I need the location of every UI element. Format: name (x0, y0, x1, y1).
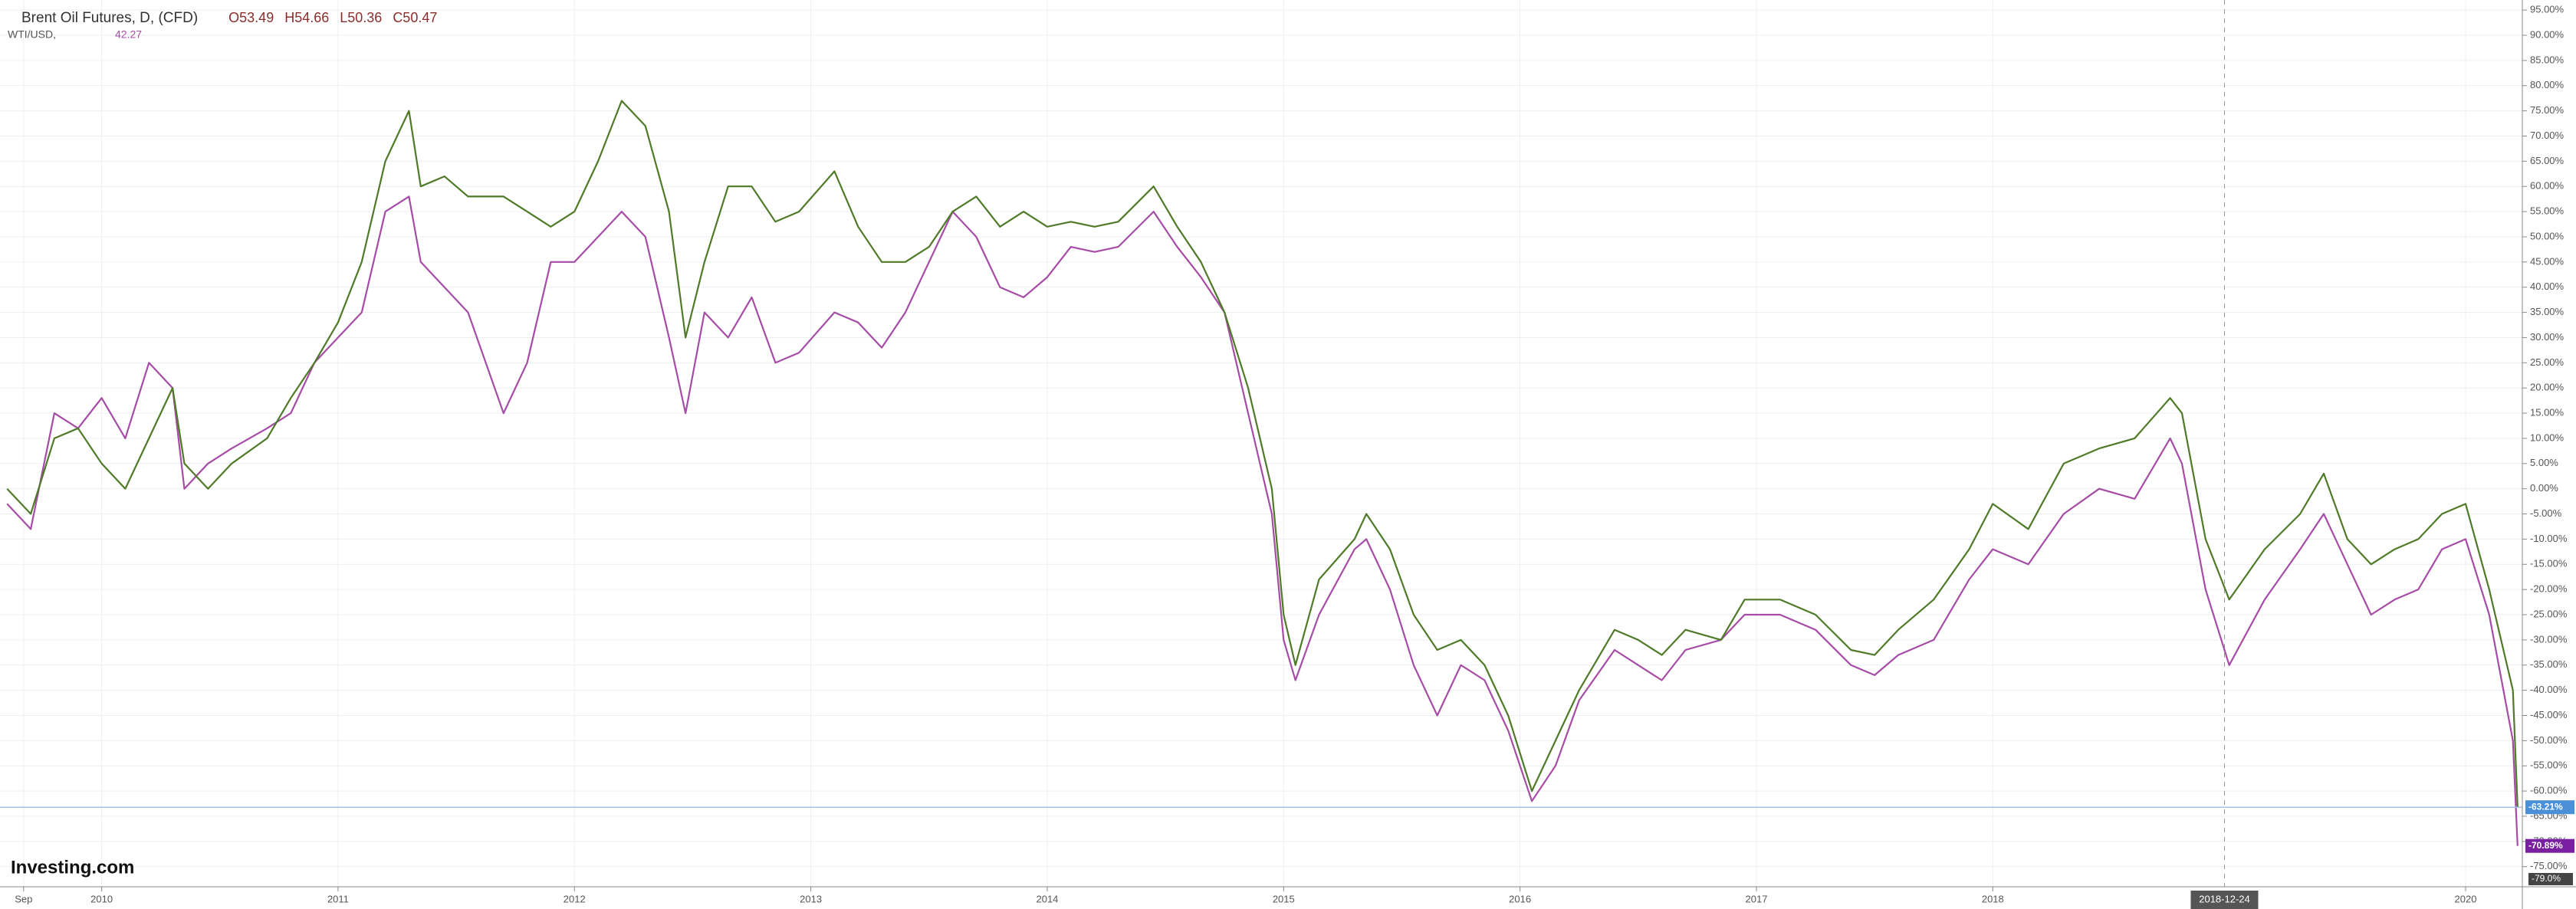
x-tick-label: 2013 (800, 893, 822, 904)
y-tick-label: -25.00% (2530, 608, 2568, 619)
y-tick-label: -50.00% (2530, 734, 2568, 746)
crosshair-label: 2018-12-24 (2199, 893, 2250, 904)
ohlc-value: O53.49 (228, 10, 274, 25)
y-tick-label: -55.00% (2530, 760, 2568, 771)
y-tick-label: -79.0% (2532, 873, 2561, 884)
plot (0, 100, 2522, 846)
y-tick-label: 40.00% (2530, 281, 2564, 292)
x-tick-label: 2020 (2455, 893, 2477, 904)
watermark: Investing.com (11, 857, 134, 878)
last-value-box (2525, 800, 2574, 815)
y-tick-label: -60.00% (2530, 785, 2568, 796)
ohlc-value: H54.66 (284, 10, 329, 25)
y-tick-label: -75.00% (2530, 860, 2568, 871)
y-tick-label: -40.00% (2530, 684, 2568, 695)
y-tick-label: 95.00% (2530, 4, 2564, 15)
y-tick-label: -5.00% (2530, 507, 2562, 519)
last-value-box (2525, 838, 2574, 853)
y-tick-label: 90.00% (2530, 28, 2564, 40)
x-tick-label: 2017 (1746, 893, 1768, 904)
ohlc-value: L50.36 (340, 10, 382, 25)
y-tick-label: 80.00% (2530, 79, 2564, 90)
legend-value: 42.27 (115, 28, 142, 41)
y-tick-label: -45.00% (2530, 709, 2568, 720)
last-value-label: -63.21% (2528, 801, 2563, 812)
last-value-label: -70.89% (2528, 840, 2563, 851)
y-tick-label: 85.00% (2530, 54, 2564, 65)
y-tick-label: 35.00% (2530, 306, 2564, 317)
ohlc-value: C50.47 (393, 10, 437, 25)
axes: 95.00% 90.00% 85.00% 80.00% 75.00% 70.00% 65.0… (15, 4, 2574, 909)
x-tick-label: 2010 (90, 893, 113, 904)
y-tick-label: -10.00% (2530, 533, 2568, 544)
y-tick-label: 10.00% (2530, 432, 2564, 443)
crosshair-label-box (2190, 891, 2259, 909)
y-tick-label: 65.00% (2530, 155, 2564, 166)
y-tick-label: 75.00% (2530, 104, 2564, 116)
legend-entry: WTI/USD, (8, 28, 56, 41)
y-tick-label: -35.00% (2530, 658, 2568, 670)
y-tick-label: 5.00% (2530, 457, 2558, 468)
y-tick-label: 55.00% (2530, 205, 2564, 217)
x-tick-label: 2016 (1509, 893, 1531, 904)
y-tick-label: 20.00% (2530, 382, 2564, 393)
y-tick-label: -20.00% (2530, 583, 2568, 595)
x-tick-label: 2015 (1273, 893, 1295, 904)
series-line (6, 100, 2518, 808)
y-tick-label: 30.00% (2530, 331, 2564, 343)
y-tick-label: 0.00% (2530, 482, 2558, 494)
y-bottom-label-box (2528, 873, 2573, 885)
y-tick-label: -30.00% (2530, 633, 2568, 645)
y-tick-label: 60.00% (2530, 180, 2564, 192)
y-tick-label: 50.00% (2530, 230, 2564, 241)
x-tick-label: 2012 (564, 893, 586, 904)
series-line (6, 195, 2518, 846)
y-tick-label: 15.00% (2530, 406, 2564, 418)
x-tick-label: 2014 (1036, 893, 1058, 904)
y-tick-label: 25.00% (2530, 356, 2564, 368)
y-tick-label: 45.00% (2530, 255, 2564, 267)
x-tick-label: 2018 (1982, 893, 2004, 904)
y-tick-label: -15.00% (2530, 558, 2568, 569)
x-tick-label: Sep (15, 893, 32, 904)
y-tick-label: 70.00% (2530, 130, 2564, 141)
x-tick-label: 2011 (327, 893, 349, 904)
chart-title: Brent Oil Futures, D, (CFD) (21, 10, 198, 26)
